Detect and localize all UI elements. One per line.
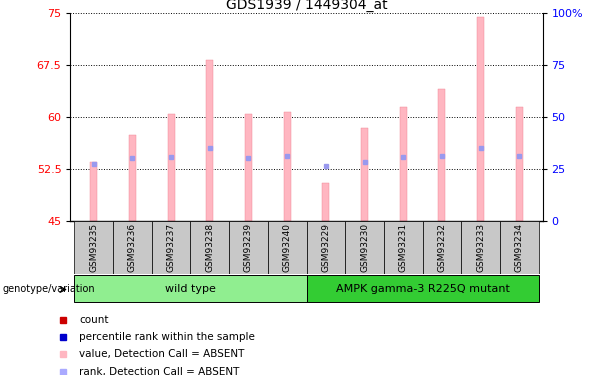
Bar bbox=[384, 221, 422, 274]
Text: AMPK gamma-3 R225Q mutant: AMPK gamma-3 R225Q mutant bbox=[336, 284, 509, 294]
Text: GSM93237: GSM93237 bbox=[167, 223, 175, 272]
Text: count: count bbox=[80, 315, 109, 325]
Bar bbox=[516, 107, 523, 221]
Bar bbox=[90, 162, 97, 221]
Text: GSM93236: GSM93236 bbox=[128, 223, 137, 272]
Text: GSM93230: GSM93230 bbox=[360, 223, 369, 272]
Text: GSM93233: GSM93233 bbox=[476, 223, 485, 272]
Bar bbox=[400, 107, 406, 221]
Text: value, Detection Call = ABSENT: value, Detection Call = ABSENT bbox=[80, 349, 245, 359]
Bar bbox=[152, 221, 191, 274]
Bar bbox=[74, 221, 113, 274]
Bar bbox=[306, 221, 345, 274]
Bar bbox=[74, 275, 306, 302]
Text: GSM93240: GSM93240 bbox=[283, 223, 292, 272]
Bar bbox=[268, 221, 306, 274]
Bar bbox=[167, 114, 175, 221]
Bar bbox=[306, 275, 539, 302]
Text: GSM93234: GSM93234 bbox=[515, 223, 524, 272]
Bar bbox=[345, 221, 384, 274]
Bar bbox=[207, 60, 213, 221]
Bar bbox=[113, 221, 152, 274]
Text: GSM93229: GSM93229 bbox=[321, 223, 330, 272]
Text: GSM93238: GSM93238 bbox=[205, 223, 215, 272]
Text: GSM93235: GSM93235 bbox=[89, 223, 98, 272]
Bar bbox=[191, 221, 229, 274]
Text: percentile rank within the sample: percentile rank within the sample bbox=[80, 332, 256, 342]
Bar bbox=[284, 112, 291, 221]
Bar bbox=[322, 183, 329, 221]
Bar bbox=[477, 16, 484, 221]
Bar bbox=[461, 221, 500, 274]
Bar bbox=[245, 114, 252, 221]
Text: genotype/variation: genotype/variation bbox=[2, 285, 95, 294]
Text: GSM93232: GSM93232 bbox=[438, 223, 446, 272]
Text: GSM93239: GSM93239 bbox=[244, 223, 253, 272]
Bar bbox=[422, 221, 461, 274]
Text: wild type: wild type bbox=[165, 284, 216, 294]
Text: GSM93231: GSM93231 bbox=[398, 223, 408, 272]
Bar bbox=[438, 90, 446, 221]
Bar bbox=[500, 221, 539, 274]
Bar bbox=[229, 221, 268, 274]
Bar bbox=[129, 135, 136, 221]
Text: rank, Detection Call = ABSENT: rank, Detection Call = ABSENT bbox=[80, 367, 240, 375]
Title: GDS1939 / 1449304_at: GDS1939 / 1449304_at bbox=[226, 0, 387, 12]
Bar bbox=[361, 128, 368, 221]
